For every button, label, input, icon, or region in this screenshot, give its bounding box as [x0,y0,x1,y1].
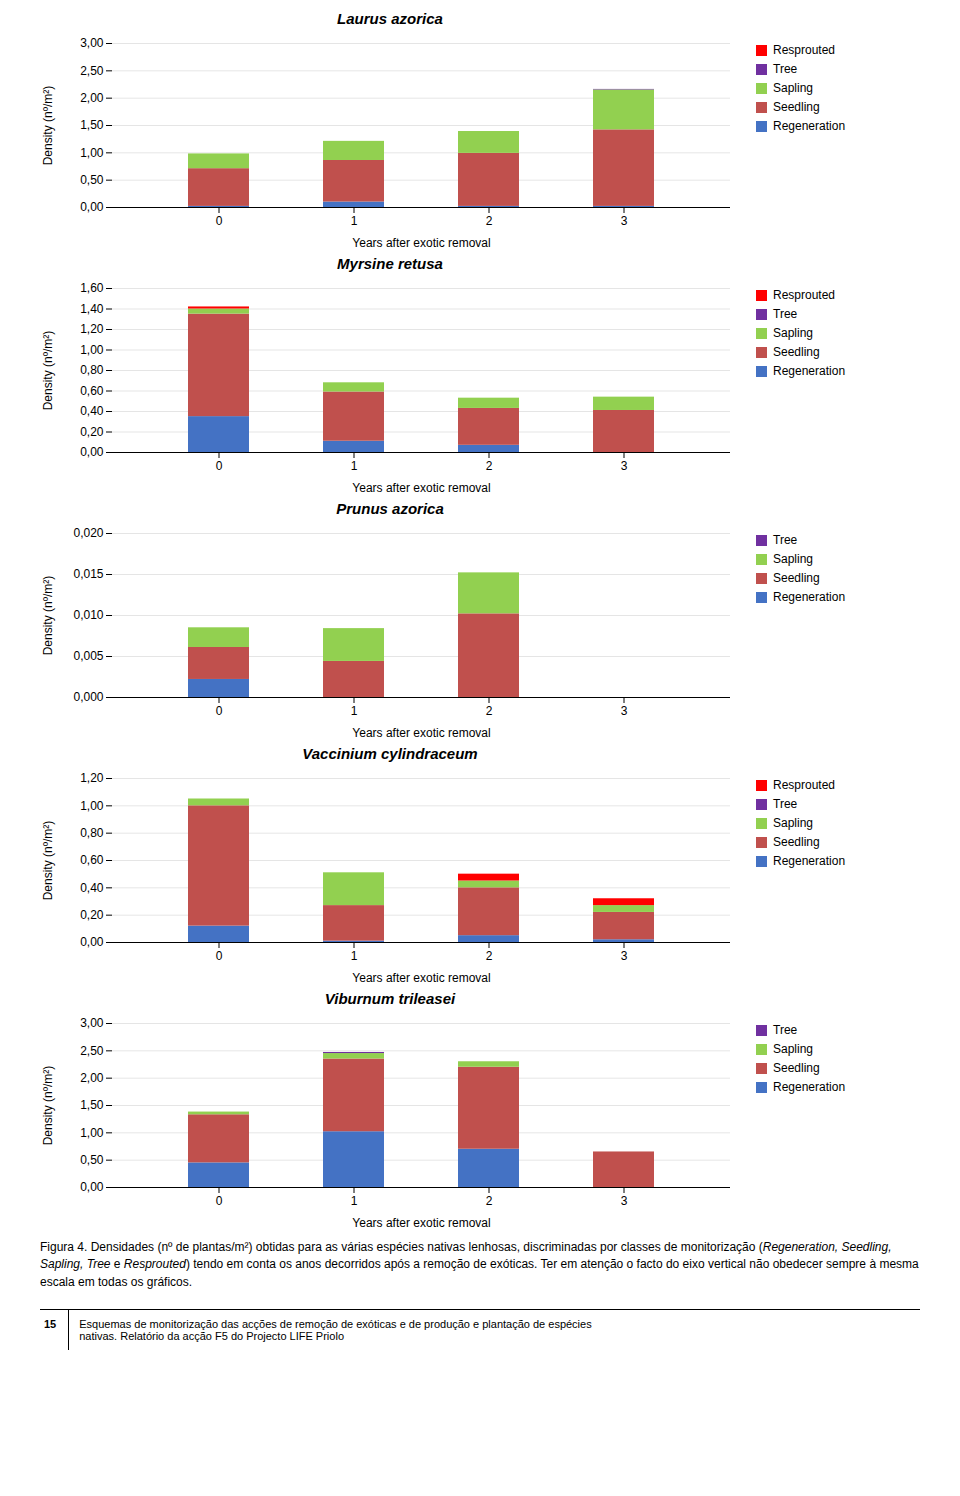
html-text:Vaccinium cylindraceum: Vaccinium cylindraceum [302,745,478,762]
svg-text:2: 2 [486,459,493,473]
svg-text:1,00: 1,00 [80,799,104,813]
svg-text:1: 1 [351,214,358,228]
html-text:Regeneration: Regeneration [773,364,846,378]
svg-text:0: 0 [216,949,223,963]
svg-text:Density (nº/m²): Density (nº/m²) [41,86,55,166]
svg-text:3: 3 [621,214,628,228]
svg-text:3: 3 [621,1194,628,1208]
html-text:Prunus azorica: Prunus azorica [336,500,444,517]
svg-text:1,00: 1,00 [80,343,104,357]
html-text:15: 15 [44,1318,57,1331]
svg-text:0,00: 0,00 [80,935,104,949]
svg-text:Years after exotic removal: Years after exotic removal [352,481,490,495]
html-text:Esquemas de monitorização das: Esquemas de monitorização das acções de … [79,1318,592,1343]
svg-text:0,80: 0,80 [80,826,104,840]
svg-text:0,00: 0,00 [80,200,104,214]
svg-text:1,40: 1,40 [80,302,104,316]
html-text:Tree: Tree [773,533,798,547]
html-text:Seedling: Seedling [773,571,820,585]
html-text:Regeneration: Regeneration [773,854,846,868]
svg-text:Density (nº/m²): Density (nº/m²) [41,331,55,411]
svg-text:2,50: 2,50 [80,64,104,78]
svg-text:1,50: 1,50 [80,1098,104,1112]
html-text:Figura 4. Densidades (nº de pl: Figura 4. Densidades (nº de plantas/m²) … [40,1240,919,1289]
svg-text:3: 3 [621,704,628,718]
html-text:Tree: Tree [773,797,798,811]
svg-text:1: 1 [351,459,358,473]
svg-text:0,005: 0,005 [73,649,103,663]
svg-text:2: 2 [486,704,493,718]
svg-text:0,020: 0,020 [73,526,103,540]
svg-text:0,80: 0,80 [80,363,104,377]
html-text:Myrsine retusa: Myrsine retusa [337,255,443,272]
svg-text:Years after exotic removal: Years after exotic removal [352,1216,490,1230]
svg-text:0,00: 0,00 [80,445,104,459]
svg-text:0,60: 0,60 [80,384,104,398]
svg-text:1,00: 1,00 [80,146,104,160]
html-text:Laurus azorica: Laurus azorica [337,10,443,27]
html-text:Sapling: Sapling [773,552,813,566]
html-text:Sapling: Sapling [773,816,813,830]
html-text:Regeneration: Regeneration [773,1080,846,1094]
svg-text:0: 0 [216,214,223,228]
svg-text:1: 1 [351,1194,358,1208]
svg-text:1,60: 1,60 [80,281,104,295]
svg-text:Years after exotic removal: Years after exotic removal [352,236,490,250]
svg-text:1,20: 1,20 [80,322,104,336]
html-text:Seedling: Seedling [773,345,820,359]
svg-text:0,60: 0,60 [80,853,104,867]
svg-text:0: 0 [216,1194,223,1208]
svg-text:0: 0 [216,459,223,473]
svg-text:1: 1 [351,949,358,963]
html-text:Resprouted: Resprouted [773,43,835,57]
svg-text:0,20: 0,20 [80,425,104,439]
svg-text:2,50: 2,50 [80,1044,104,1058]
svg-text:0,20: 0,20 [80,908,104,922]
html-text:Regeneration: Regeneration [773,590,846,604]
svg-text:0,50: 0,50 [80,173,104,187]
html-text:Seedling: Seedling [773,100,820,114]
svg-text:0,40: 0,40 [80,881,104,895]
html-text:Resprouted: Resprouted [773,288,835,302]
html-text:Viburnum trileasei: Viburnum trileasei [324,990,456,1007]
svg-text:2: 2 [486,1194,493,1208]
svg-text:Years after exotic removal: Years after exotic removal [352,971,490,985]
svg-text:1,50: 1,50 [80,118,104,132]
html-text:Regeneration: Regeneration [773,119,846,133]
svg-text:Years after exotic removal: Years after exotic removal [352,726,490,740]
svg-text:Density (nº/m²): Density (nº/m²) [41,821,55,901]
svg-text:2: 2 [486,214,493,228]
svg-text:0,40: 0,40 [80,404,104,418]
html-text:Tree: Tree [773,307,798,321]
svg-text:0,000: 0,000 [73,690,103,704]
svg-text:0,50: 0,50 [80,1153,104,1167]
html-text:Seedling: Seedling [773,835,820,849]
svg-text:3: 3 [621,949,628,963]
svg-text:3: 3 [621,459,628,473]
svg-text:1: 1 [351,704,358,718]
html-text:Seedling: Seedling [773,1061,820,1075]
html-text:Sapling: Sapling [773,81,813,95]
svg-text:1,20: 1,20 [80,771,104,785]
svg-text:Density (nº/m²): Density (nº/m²) [41,576,55,656]
html-text:Tree: Tree [773,62,798,76]
html-text:Sapling: Sapling [773,326,813,340]
svg-text:0,015: 0,015 [73,567,103,581]
svg-text:Density (nº/m²): Density (nº/m²) [41,1066,55,1146]
svg-text:0,00: 0,00 [80,1180,104,1194]
svg-text:2,00: 2,00 [80,91,104,105]
svg-text:3,00: 3,00 [80,1016,104,1030]
svg-text:2,00: 2,00 [80,1071,104,1085]
svg-text:0,010: 0,010 [73,608,103,622]
html-text:Resprouted: Resprouted [773,778,835,792]
svg-text:2: 2 [486,949,493,963]
html-text:Sapling: Sapling [773,1042,813,1056]
svg-text:0: 0 [216,704,223,718]
svg-text:1,00: 1,00 [80,1126,104,1140]
svg-text:3,00: 3,00 [80,36,104,50]
html-text:Tree: Tree [773,1023,798,1037]
